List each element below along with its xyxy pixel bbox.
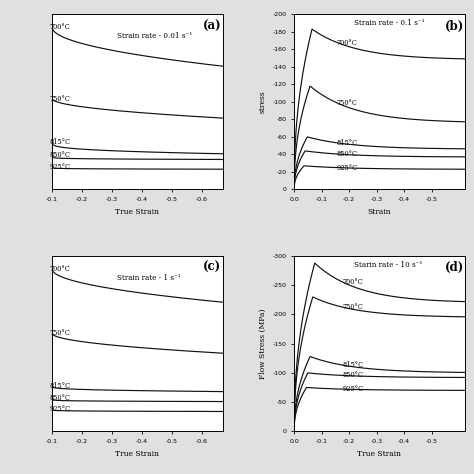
- Text: (a): (a): [203, 19, 222, 33]
- X-axis label: Strain: Strain: [367, 208, 391, 216]
- Text: 750°C: 750°C: [50, 95, 71, 102]
- Text: Starin rate - 10 s⁻¹: Starin rate - 10 s⁻¹: [354, 261, 422, 269]
- Text: 850°C: 850°C: [50, 394, 71, 402]
- Text: 700°C: 700°C: [342, 278, 363, 286]
- Text: 850°C: 850°C: [342, 372, 363, 380]
- Text: 925°C: 925°C: [342, 385, 364, 393]
- Text: 925°C: 925°C: [50, 405, 71, 413]
- Text: 700°C: 700°C: [337, 39, 357, 47]
- X-axis label: True Strain: True Strain: [115, 208, 159, 216]
- Text: Strain rate - 0.01 s⁻¹: Strain rate - 0.01 s⁻¹: [117, 32, 192, 40]
- Y-axis label: Flow Stress (MPa): Flow Stress (MPa): [259, 309, 267, 379]
- Text: (d): (d): [445, 261, 464, 274]
- Text: Strain rate - 0.1 s⁻¹: Strain rate - 0.1 s⁻¹: [354, 19, 424, 27]
- Text: (b): (b): [445, 19, 464, 33]
- Text: (c): (c): [203, 261, 221, 274]
- Text: 815°C: 815°C: [50, 383, 71, 390]
- Text: 925°C: 925°C: [337, 164, 358, 172]
- Text: 815°C: 815°C: [337, 139, 358, 147]
- Text: 815°C: 815°C: [342, 361, 364, 369]
- Text: Strain rate - 1 s⁻¹: Strain rate - 1 s⁻¹: [117, 273, 181, 282]
- X-axis label: True Strain: True Strain: [115, 449, 159, 457]
- Text: 850°C: 850°C: [50, 151, 71, 159]
- Text: 750°C: 750°C: [337, 100, 357, 107]
- X-axis label: True Strain: True Strain: [357, 449, 401, 457]
- Text: 750°C: 750°C: [50, 329, 71, 337]
- Text: 700°C: 700°C: [50, 23, 71, 31]
- Text: 850°C: 850°C: [337, 150, 358, 158]
- Text: 925°C: 925°C: [50, 163, 71, 171]
- Text: 700°C: 700°C: [50, 265, 71, 273]
- Text: 750°C: 750°C: [342, 303, 363, 311]
- Text: 815°C: 815°C: [50, 138, 71, 146]
- Y-axis label: stress: stress: [259, 91, 267, 113]
